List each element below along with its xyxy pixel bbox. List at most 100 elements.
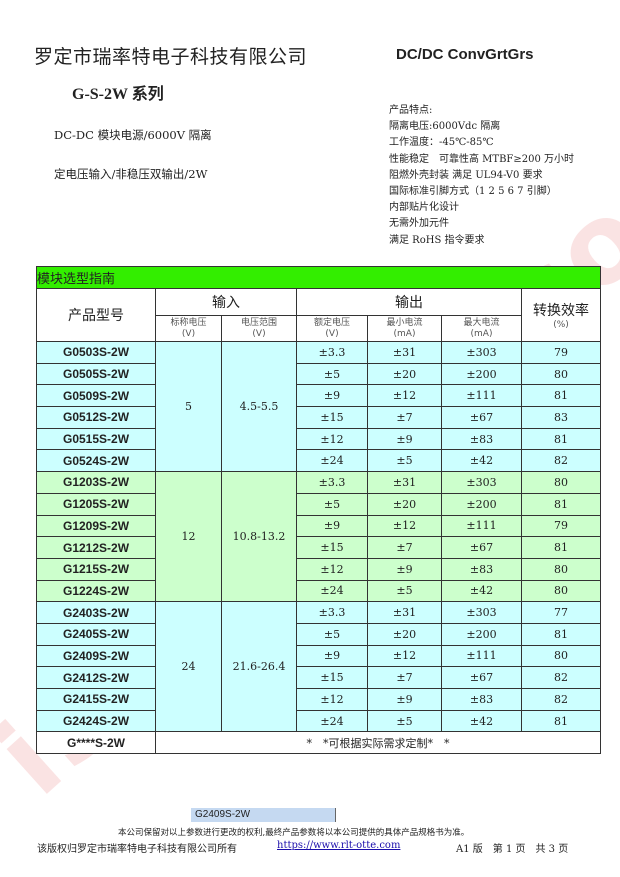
model-cell: G1215S-2W: [36, 557, 156, 581]
efficiency-cell: 81: [520, 492, 602, 516]
subheader-unit: (V): [325, 328, 339, 339]
model-cell: G0509S-2W: [36, 384, 156, 408]
efficiency-cell: 81: [520, 384, 602, 408]
efficiency-cell: 81: [520, 709, 602, 733]
model-cell: G1209S-2W: [36, 514, 156, 538]
rated-voltage-cell: ±15: [296, 406, 368, 429]
feature-item: 内部贴片化设计: [389, 202, 459, 214]
rated-voltage-cell: ±5: [296, 622, 368, 646]
max-current-cell: ±303: [441, 471, 522, 494]
table-row: G2415S-2W ±12 ±9 ±83 82: [36, 688, 602, 711]
table-row: G1212S-2W ±15 ±7 ±67 81: [36, 536, 602, 559]
rated-voltage-cell: ±9: [296, 514, 368, 538]
description-line-2: 定电压输入/非稳压双输出/2W: [54, 167, 208, 181]
min-current-cell: ±20: [367, 362, 442, 386]
table-row: G2412S-2W ±15 ±7 ±67 82: [36, 666, 602, 689]
header-efficiency: 转换效率 (%): [520, 288, 602, 342]
rated-voltage-cell: ±12: [296, 427, 368, 451]
max-current-cell: ±200: [441, 362, 522, 386]
nominal-voltage-cell: 12: [155, 471, 222, 603]
efficiency-cell: 77: [520, 601, 602, 624]
model-cell: G2409S-2W: [36, 644, 156, 668]
subheader-label: 标称电压: [170, 317, 207, 328]
page-info: A1 版 第 1 页 共 3 页: [456, 844, 569, 855]
model-cell: G1212S-2W: [36, 536, 156, 559]
table-row: G2409S-2W ±9 ±12 ±111 80: [36, 644, 602, 668]
efficiency-cell: 80: [520, 579, 602, 603]
efficiency-cell: 82: [520, 449, 602, 473]
feature-item: 产品特点:: [389, 105, 433, 116]
website-link[interactable]: https://www.rlt-otte.com: [277, 840, 401, 851]
min-current-cell: ±20: [367, 622, 442, 646]
efficiency-cell: 80: [520, 471, 602, 494]
rated-voltage-cell: ±15: [296, 536, 368, 559]
min-current-cell: ±31: [367, 471, 442, 494]
subheader-cell: 最大电流 (mA): [441, 315, 522, 342]
min-current-cell: ±5: [367, 449, 442, 473]
max-current-cell: ±303: [441, 601, 522, 624]
rated-voltage-cell: ±9: [296, 384, 368, 408]
model-cell: G2424S-2W: [36, 709, 156, 733]
min-current-cell: ±9: [367, 427, 442, 451]
max-current-cell: ±42: [441, 579, 522, 603]
description-line-1: DC-DC 模块电源/6000V 隔离: [54, 128, 212, 142]
subheader-unit: (V): [252, 328, 266, 339]
model-cell: G0503S-2W: [36, 341, 156, 364]
max-current-cell: ±200: [441, 492, 522, 516]
min-current-cell: ±31: [367, 601, 442, 624]
min-current-cell: ±9: [367, 557, 442, 581]
rated-voltage-cell: ±3.3: [296, 341, 368, 364]
max-current-cell: ±111: [441, 644, 522, 668]
model-cell: G0515S-2W: [36, 427, 156, 451]
table-row: G0503S-2W 5 4.5-5.5 ±3.3 ±31 ±303 79: [36, 340, 602, 473]
table-row: G1215S-2W ±12 ±9 ±83 80: [36, 557, 602, 581]
max-current-cell: ±83: [441, 557, 522, 581]
rated-voltage-cell: ±3.3: [296, 601, 368, 624]
table-row: G1205S-2W ±5 ±20 ±200 81: [36, 492, 602, 516]
min-current-cell: ±5: [367, 579, 442, 603]
min-current-cell: ±7: [367, 536, 442, 559]
min-current-cell: ±7: [367, 406, 442, 429]
disclaimer: 本公司保留对以上参数进行更改的权利,最终产品参数将以本公司提供的具体产品规格书为…: [118, 828, 470, 838]
custom-note: * *可根据实际需求定制* *: [154, 731, 602, 755]
max-current-cell: ±67: [441, 666, 522, 689]
header-output: 输出: [296, 288, 522, 316]
subheader-unit: (mA): [393, 328, 416, 339]
rated-voltage-cell: ±3.3: [296, 471, 368, 494]
table-row: G0515S-2W ±12 ±9 ±83 81: [36, 427, 602, 451]
model-cell: G2415S-2W: [36, 688, 156, 711]
model-cell: G0505S-2W: [36, 362, 156, 386]
min-current-cell: ±12: [367, 644, 442, 668]
subheader-label: 额定电压: [313, 317, 350, 328]
table-row: G2403S-2W 24 21.6-26.4 ±3.3 ±31 ±303 77: [36, 601, 602, 733]
min-current-cell: ±7: [367, 666, 442, 689]
table-row: G1224S-2W ±24 ±5 ±42 80: [36, 579, 602, 603]
max-current-cell: ±42: [441, 449, 522, 473]
max-current-cell: ±83: [441, 427, 522, 451]
table-title: 模块选型指南: [35, 266, 602, 289]
table-row: G0505S-2W ±5 ±20 ±200 80: [36, 362, 602, 386]
nominal-voltage-cell: 24: [155, 601, 222, 733]
max-current-cell: ±303: [441, 341, 522, 364]
model-cell: G0512S-2W: [36, 406, 156, 429]
table-row: G0512S-2W ±15 ±7 ±67 83: [36, 406, 602, 429]
subheader-cell: 标称电压 (V): [155, 315, 222, 342]
selected-cell-box[interactable]: G2409S-2W: [191, 808, 336, 822]
subheader-unit: (mA): [470, 328, 493, 339]
header-input: 输入: [155, 288, 297, 316]
model-cell: G2403S-2W: [36, 601, 156, 624]
max-current-cell: ±67: [441, 536, 522, 559]
rated-voltage-cell: ±15: [296, 666, 368, 689]
table-row: G0524S-2W ±24 ±5 ±42 82: [36, 449, 602, 473]
max-current-cell: ±42: [441, 709, 522, 733]
min-current-cell: ±12: [367, 514, 442, 538]
feature-item: 工作温度：-45℃-85℃: [389, 137, 494, 149]
copyright: 该版权归罗定市瑞率特电子科技有限公司所有: [37, 844, 237, 855]
custom-model: G****S-2W: [36, 731, 156, 755]
efficiency-cell: 82: [520, 688, 602, 711]
product-line: DC/DC ConvGrtGrs: [396, 46, 534, 63]
feature-item: 阻燃外壳封装 满足 UL94-V0 要求: [389, 169, 543, 181]
subheader-cell: 额定电压 (V): [296, 315, 368, 342]
subheader-cell: 最小电流 (mA): [367, 315, 442, 342]
rated-voltage-cell: ±5: [296, 492, 368, 516]
